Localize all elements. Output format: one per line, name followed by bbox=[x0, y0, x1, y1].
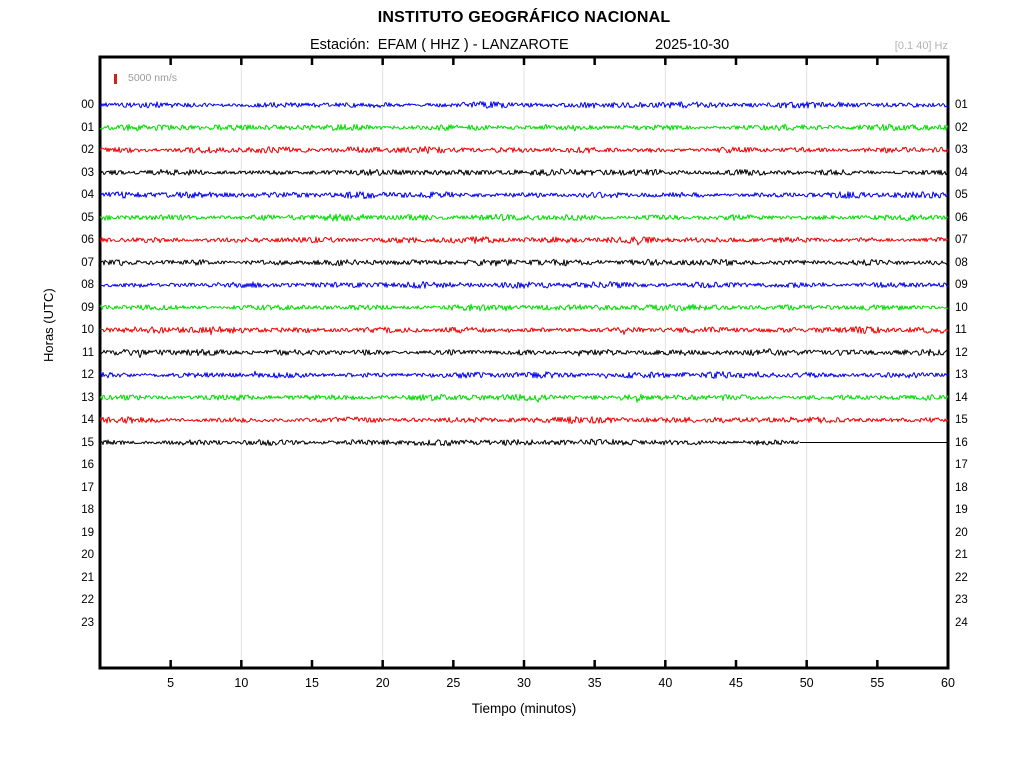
hour-label-right-12: 12 bbox=[955, 346, 968, 359]
hour-label-right-17: 17 bbox=[955, 459, 968, 471]
trace-hour-14 bbox=[99, 416, 949, 424]
hour-label-right-13: 13 bbox=[955, 369, 968, 381]
hour-label-left-14: 14 bbox=[81, 414, 94, 426]
hour-label-left-19: 19 bbox=[81, 526, 94, 539]
hour-label-left-09: 09 bbox=[81, 301, 94, 314]
trace-hour-05 bbox=[99, 213, 949, 222]
station-label: Estación: bbox=[310, 37, 370, 53]
minute-label-45: 45 bbox=[729, 676, 743, 690]
y-axis-label: Horas (UTC) bbox=[41, 288, 56, 362]
trace-hour-11 bbox=[99, 348, 949, 358]
hour-label-right-20: 20 bbox=[955, 526, 968, 539]
hour-label-right-01: 01 bbox=[955, 99, 968, 111]
hour-label-left-10: 10 bbox=[81, 324, 94, 336]
hour-label-right-03: 03 bbox=[955, 144, 968, 156]
minute-label-5: 5 bbox=[167, 676, 175, 690]
hour-label-right-18: 18 bbox=[955, 481, 968, 494]
hour-label-left-05: 05 bbox=[81, 211, 94, 224]
filter-band-label: [0.1 40] Hz bbox=[894, 40, 948, 52]
hour-label-right-06: 06 bbox=[955, 211, 968, 224]
date-label: 2025-10-30 bbox=[655, 37, 730, 53]
trace-hour-07 bbox=[99, 258, 949, 267]
trace-hour-06 bbox=[99, 236, 949, 246]
hour-label-left-12: 12 bbox=[81, 369, 94, 381]
page-title: INSTITUTO GEOGRÁFICO NACIONAL bbox=[377, 9, 671, 26]
hour-label-left-03: 03 bbox=[81, 166, 94, 179]
minute-label-60: 60 bbox=[941, 676, 955, 690]
minute-label-30: 30 bbox=[517, 676, 531, 690]
minute-label-40: 40 bbox=[658, 676, 673, 690]
hour-label-left-17: 17 bbox=[81, 481, 94, 494]
hour-label-right-05: 05 bbox=[955, 189, 968, 201]
trace-hour-03 bbox=[99, 168, 949, 177]
trace-hour-02 bbox=[99, 145, 949, 154]
hour-label-right-23: 23 bbox=[955, 594, 968, 606]
hour-label-right-24: 24 bbox=[955, 616, 968, 629]
hour-label-right-14: 14 bbox=[955, 391, 968, 404]
hour-label-left-20: 20 bbox=[81, 549, 94, 561]
station-value: EFAM ( HHZ ) - LANZAROTE bbox=[377, 37, 569, 53]
trace-hour-04 bbox=[99, 191, 949, 200]
hour-label-left-01: 01 bbox=[81, 121, 94, 134]
trace-hour-01 bbox=[99, 123, 949, 132]
hour-label-right-04: 04 bbox=[955, 166, 968, 179]
hour-label-right-19: 19 bbox=[955, 504, 968, 516]
scale-bar-mark-icon bbox=[114, 74, 117, 84]
trace-hour-12 bbox=[99, 370, 949, 379]
hour-label-right-10: 10 bbox=[955, 301, 968, 314]
hour-label-right-07: 07 bbox=[955, 234, 968, 246]
hour-label-right-16: 16 bbox=[955, 436, 968, 449]
station-line: Estación: EFAM ( HHZ ) - LANZAROTE bbox=[310, 37, 569, 53]
hour-label-left-22: 22 bbox=[81, 594, 94, 606]
hour-label-left-08: 08 bbox=[81, 279, 94, 291]
minute-label-55: 55 bbox=[870, 676, 885, 690]
hour-label-left-11: 11 bbox=[82, 346, 94, 359]
hour-label-left-16: 16 bbox=[81, 459, 94, 471]
trace-hour-09 bbox=[99, 303, 949, 312]
trace-hour-15 bbox=[99, 438, 800, 447]
trace-hour-08 bbox=[99, 281, 949, 289]
trace-hour-00 bbox=[99, 101, 949, 109]
hour-label-left-02: 02 bbox=[81, 144, 94, 156]
hour-label-left-15: 15 bbox=[81, 436, 94, 449]
hour-label-right-22: 22 bbox=[955, 571, 968, 584]
hour-label-right-11: 11 bbox=[955, 324, 967, 336]
minute-label-15: 15 bbox=[305, 676, 319, 690]
x-axis-label: Tiempo (minutos) bbox=[471, 701, 577, 716]
hour-label-right-02: 02 bbox=[955, 121, 968, 134]
hour-label-left-21: 21 bbox=[81, 571, 94, 584]
hour-label-right-21: 21 bbox=[955, 549, 968, 561]
trace-hour-10 bbox=[99, 326, 949, 336]
hour-label-left-04: 04 bbox=[81, 189, 94, 201]
hour-label-left-13: 13 bbox=[81, 391, 94, 404]
hour-label-left-00: 00 bbox=[81, 99, 94, 111]
minute-label-35: 35 bbox=[587, 676, 602, 690]
minute-label-25: 25 bbox=[446, 676, 461, 690]
hour-label-left-07: 07 bbox=[81, 256, 94, 269]
minute-label-50: 50 bbox=[799, 676, 814, 690]
hour-label-right-08: 08 bbox=[955, 256, 968, 269]
hour-label-left-06: 06 bbox=[81, 234, 94, 246]
hour-label-left-18: 18 bbox=[81, 504, 94, 516]
trace-hour-13 bbox=[99, 393, 949, 403]
hour-label-right-09: 09 bbox=[955, 279, 968, 291]
minute-label-20: 20 bbox=[375, 676, 390, 690]
hour-label-left-23: 23 bbox=[81, 616, 94, 629]
hour-label-right-15: 15 bbox=[955, 414, 968, 426]
scale-bar-label: 5000 nm/s bbox=[128, 72, 178, 84]
minute-label-10: 10 bbox=[234, 676, 249, 690]
